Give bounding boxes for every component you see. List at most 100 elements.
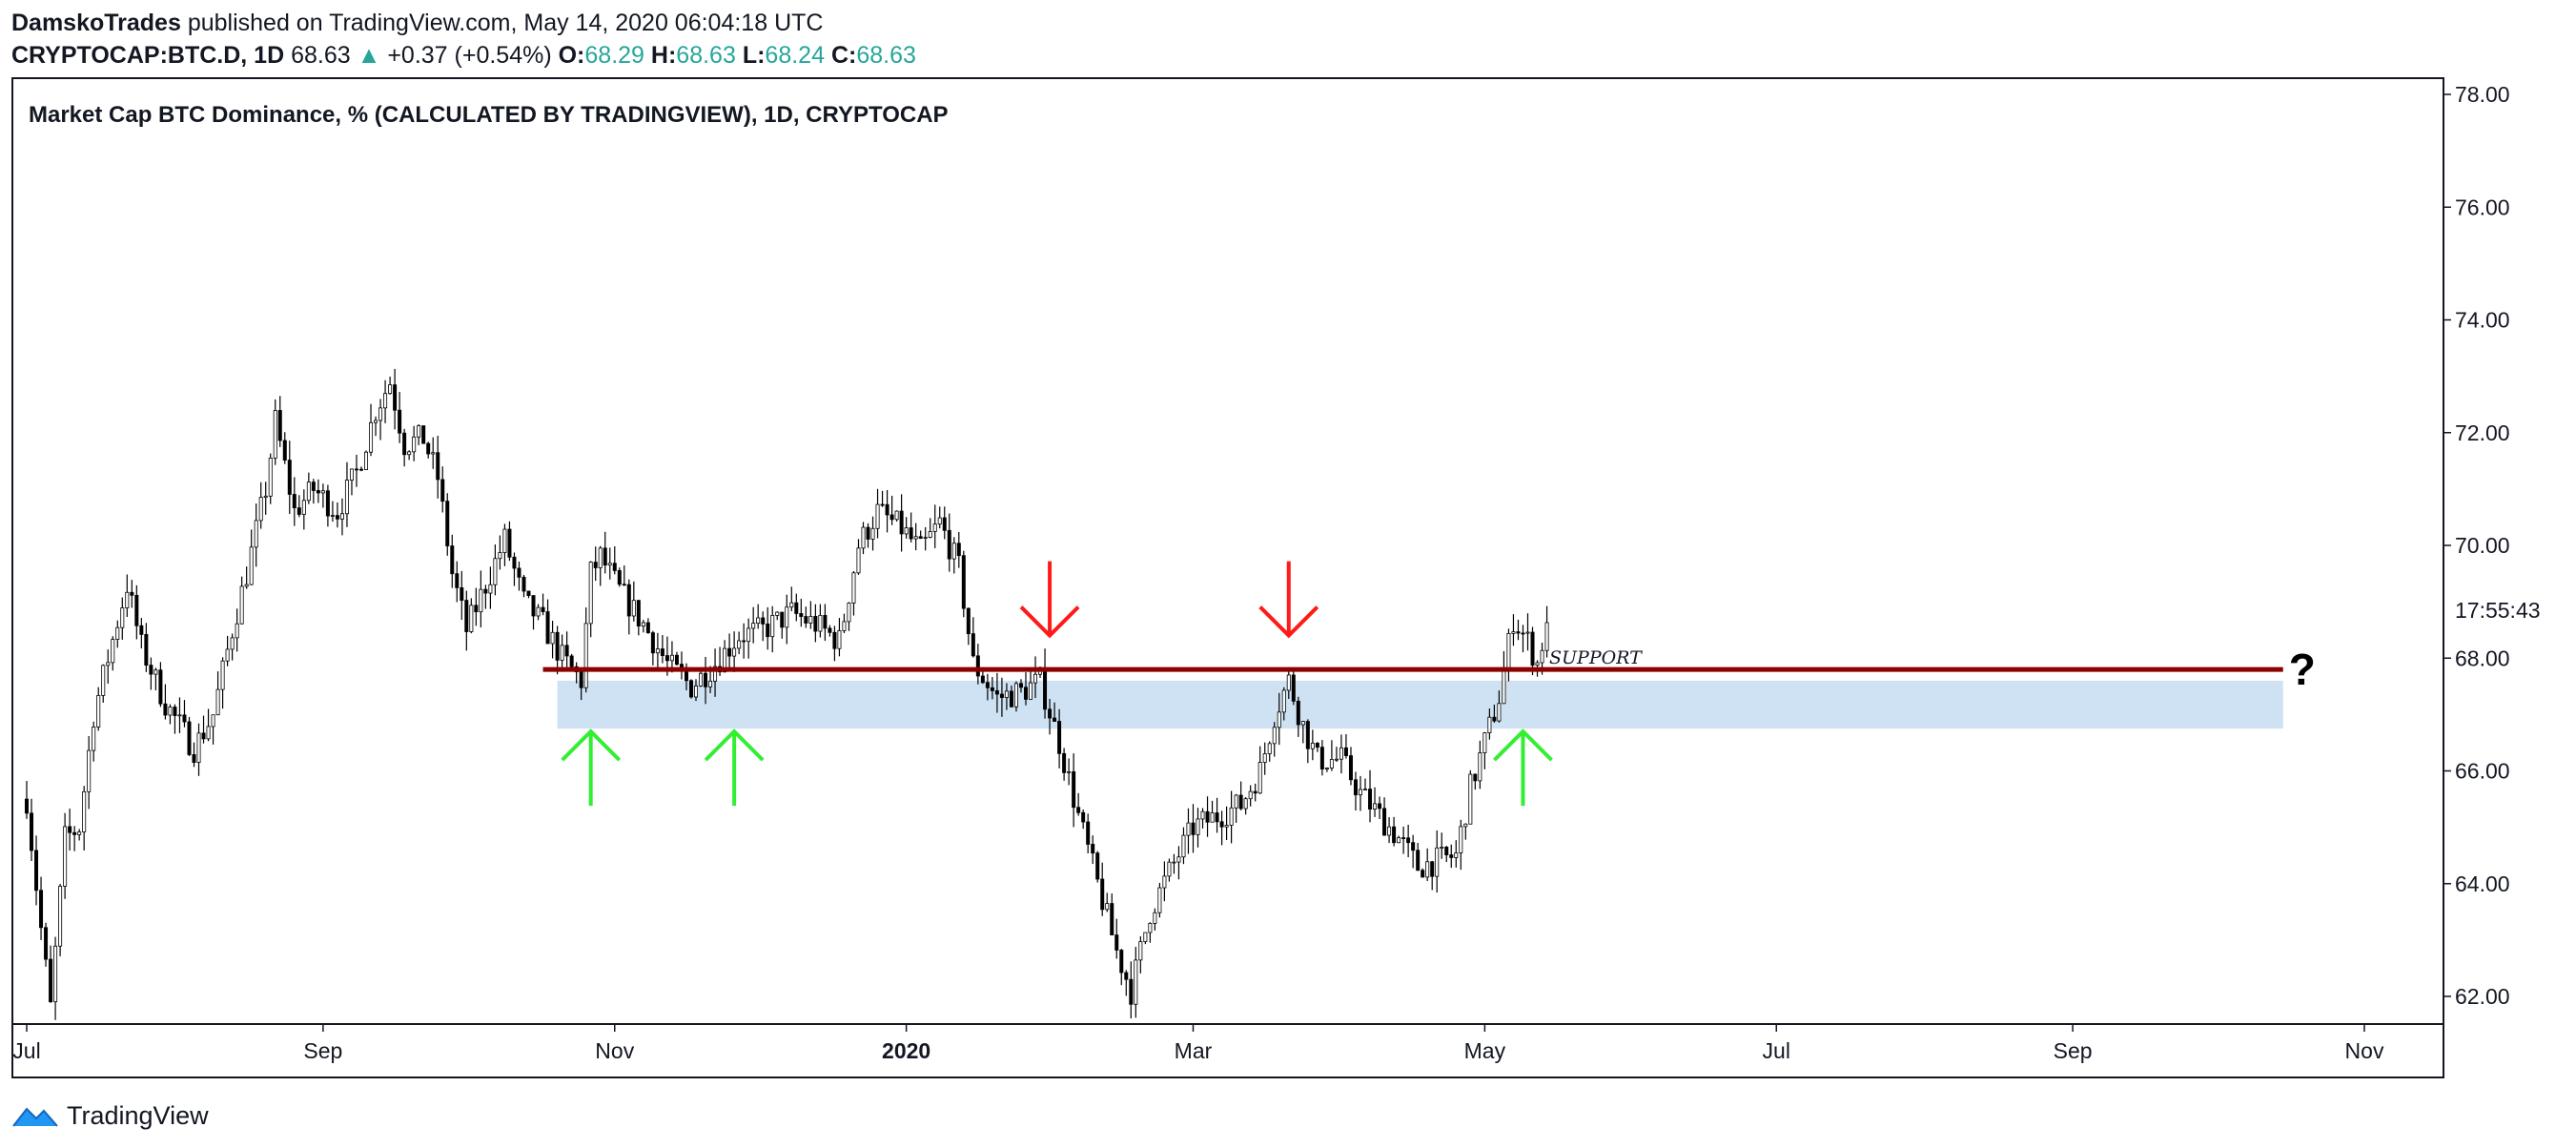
candle (125, 574, 130, 618)
candle-body (201, 732, 206, 740)
candle (583, 607, 588, 693)
candle-body (1425, 861, 1430, 878)
red-arrow-down-icon (1258, 561, 1319, 639)
candle-body (158, 669, 163, 705)
candle-body (316, 490, 320, 494)
candle (1134, 947, 1138, 1018)
tradingview-logo-icon (12, 1107, 58, 1127)
candle-body (144, 634, 149, 666)
candle-body (545, 611, 550, 645)
candle (130, 580, 134, 608)
candle (631, 581, 636, 622)
candle (588, 561, 593, 638)
candle (502, 523, 507, 566)
candle-body (273, 410, 277, 459)
y-tick-label: 74.00 (2455, 308, 2510, 333)
candle (1296, 696, 1300, 737)
candle (63, 812, 68, 899)
candle-body (479, 588, 483, 613)
x-tick-label: Mar (1175, 1038, 1213, 1063)
author-name[interactable]: DamskoTrades (11, 10, 181, 36)
candle-body (851, 572, 856, 604)
candle (1162, 861, 1167, 902)
footer-brand[interactable]: TradingView (11, 1097, 209, 1135)
candle-body (450, 545, 455, 575)
candle (808, 601, 813, 629)
candle-body (1196, 818, 1200, 835)
candle-body (1468, 773, 1473, 825)
candle-body (77, 831, 82, 835)
candle-body (268, 458, 273, 497)
candle (1416, 843, 1421, 871)
candle-body (335, 515, 339, 520)
candle (1425, 848, 1430, 882)
candle (1272, 722, 1277, 757)
candle (894, 510, 899, 522)
candle-body (1062, 752, 1067, 773)
candle (1196, 808, 1200, 848)
candle-body (469, 605, 474, 632)
candle (751, 606, 756, 644)
candle-body (766, 624, 770, 638)
candle-body (1411, 842, 1416, 851)
candle (951, 537, 956, 574)
candle (541, 593, 545, 616)
candle-body (837, 630, 842, 649)
support-zone (557, 680, 2283, 729)
candle-body (92, 727, 96, 751)
candle-body (488, 584, 493, 594)
candle (1023, 672, 1028, 706)
candle-body (861, 526, 866, 549)
candle (211, 714, 215, 745)
candle (660, 635, 664, 664)
candle-body (134, 594, 139, 626)
candle (1148, 922, 1153, 943)
candle-body (756, 617, 761, 624)
candle-body (1506, 632, 1511, 670)
candle-body (727, 647, 732, 657)
candle (436, 436, 440, 499)
candle-body (153, 669, 158, 675)
arrow-head (1493, 728, 1553, 762)
candle (1009, 685, 1013, 707)
candle-body (149, 665, 153, 675)
candle (263, 482, 268, 515)
candle-body (455, 573, 460, 588)
candle (158, 662, 163, 707)
candle (1053, 702, 1057, 722)
candle (49, 945, 53, 1003)
candle-body (1502, 668, 1506, 705)
candle (1048, 698, 1053, 735)
candle-body (96, 695, 101, 728)
candle-body (847, 603, 851, 623)
candle (507, 521, 512, 562)
candle-body (220, 660, 225, 690)
candle-body (1286, 674, 1291, 691)
candle-body (1205, 810, 1210, 823)
candle-body (498, 552, 502, 560)
candle (785, 594, 789, 645)
candle-body (1482, 732, 1487, 753)
y-tick-label: 78.00 (2455, 82, 2510, 107)
candle (560, 634, 564, 672)
candle (1267, 741, 1272, 762)
arrow-head (704, 728, 765, 762)
candle (1119, 949, 1124, 986)
candle-body (130, 591, 134, 596)
candle (144, 623, 149, 672)
candle-body (53, 945, 58, 1003)
candle (163, 684, 168, 720)
candle-body (493, 558, 498, 585)
candle (311, 479, 316, 504)
candle (220, 657, 225, 709)
candle-body (1378, 803, 1382, 810)
arrow-head (1258, 605, 1319, 639)
candle-body (598, 547, 603, 568)
candle (1397, 835, 1401, 844)
candle-body (111, 639, 115, 664)
candle-body (292, 494, 296, 509)
candle-body (885, 503, 889, 516)
candle (407, 450, 412, 461)
candle-body (1100, 878, 1105, 911)
